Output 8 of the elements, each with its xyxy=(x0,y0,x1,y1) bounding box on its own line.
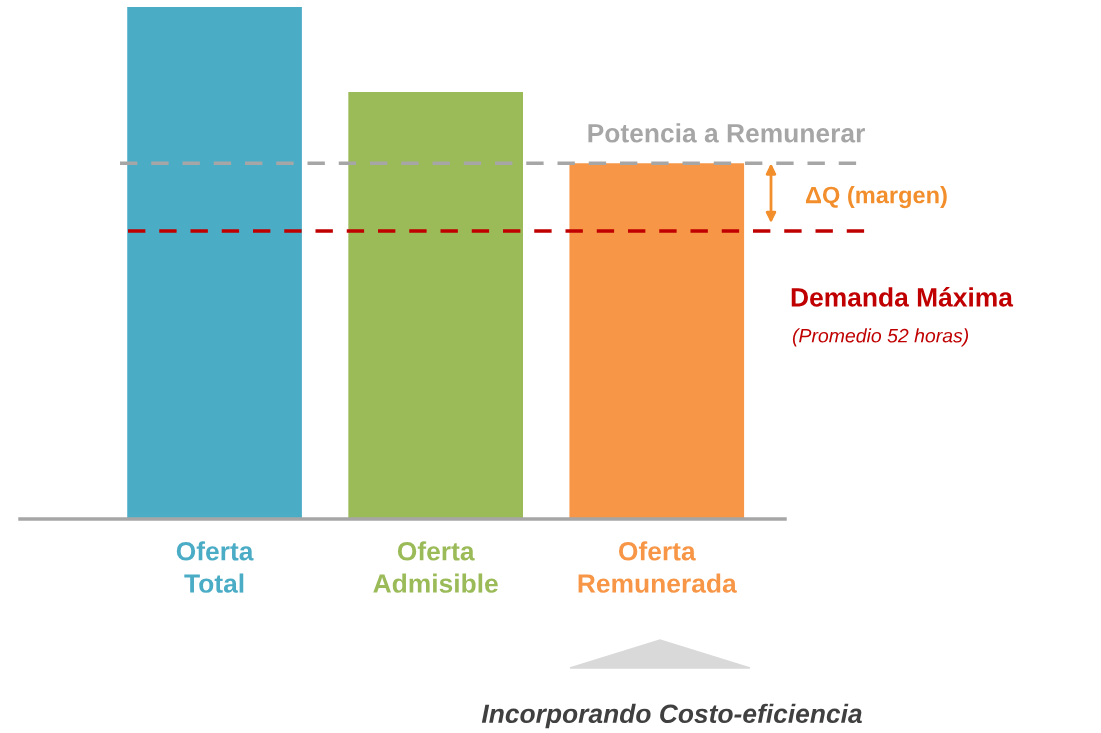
x-tick-label: Oferta Total xyxy=(176,541,254,593)
annotation: ΔQ (margen) xyxy=(805,186,947,209)
x-tick-label: Oferta Admisible xyxy=(373,541,498,593)
x-tick-label: Oferta Remunerada xyxy=(578,541,737,593)
ref-line-label: Potencia a Remunerar xyxy=(588,123,865,143)
ref-line-label: Demanda Máxima xyxy=(791,287,1014,307)
text: Incorporando Costo-eficiencia xyxy=(481,703,862,729)
annotation: (Promedio 52 horas) xyxy=(792,328,969,347)
